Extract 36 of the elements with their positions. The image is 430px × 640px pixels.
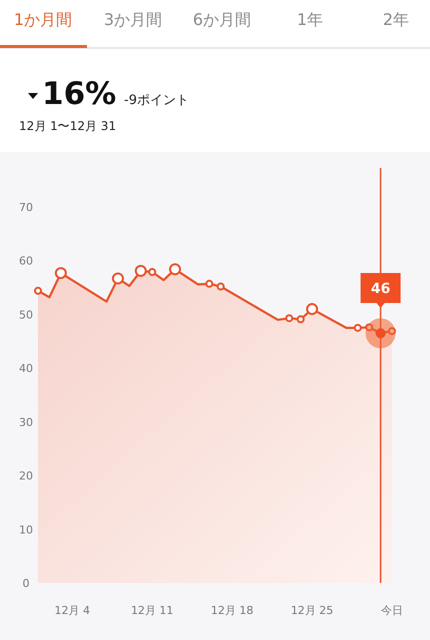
point (134, 264, 147, 277)
point (112, 272, 124, 284)
x-tick-label: 12月 25 (290, 604, 334, 617)
point (34, 286, 42, 295)
text: 2年 (382, 10, 410, 29)
y-tick-label: 60 (19, 254, 33, 268)
chart-title: 16% (42, 76, 116, 112)
y-tick-label: 70 (19, 201, 33, 214)
text: 1年 (296, 10, 324, 29)
point (285, 314, 294, 322)
point (306, 303, 318, 316)
x-tick-label: 12月 18 (210, 604, 254, 617)
y-tick-label: 50 (19, 308, 33, 322)
y-tick-label: 20 (19, 470, 33, 483)
x-tick-label: 12月 4 (54, 604, 90, 617)
y-tick-label: 30 (19, 416, 33, 429)
point (54, 267, 67, 280)
point (388, 327, 396, 336)
annotation: 46 (370, 281, 390, 297)
y-tick-label: 10 (19, 523, 33, 536)
y-tick-label: 0 (22, 577, 30, 590)
x-tick-label: 12月 11 (130, 604, 174, 617)
point (296, 315, 305, 324)
text: 6か月間 (192, 10, 252, 29)
point (365, 323, 374, 332)
point (205, 280, 214, 288)
x-tick-label: 今日 (381, 604, 403, 617)
y-tick-label: 40 (19, 362, 33, 376)
point (216, 282, 225, 290)
point (169, 263, 182, 276)
text: 3か月間 (104, 10, 162, 29)
chart-subtitle: -9ポイント (124, 93, 189, 108)
text: 12月 1〜12月 31 (19, 119, 116, 133)
point (354, 324, 362, 332)
text: 1か月間 (14, 10, 72, 29)
point (148, 268, 156, 276)
